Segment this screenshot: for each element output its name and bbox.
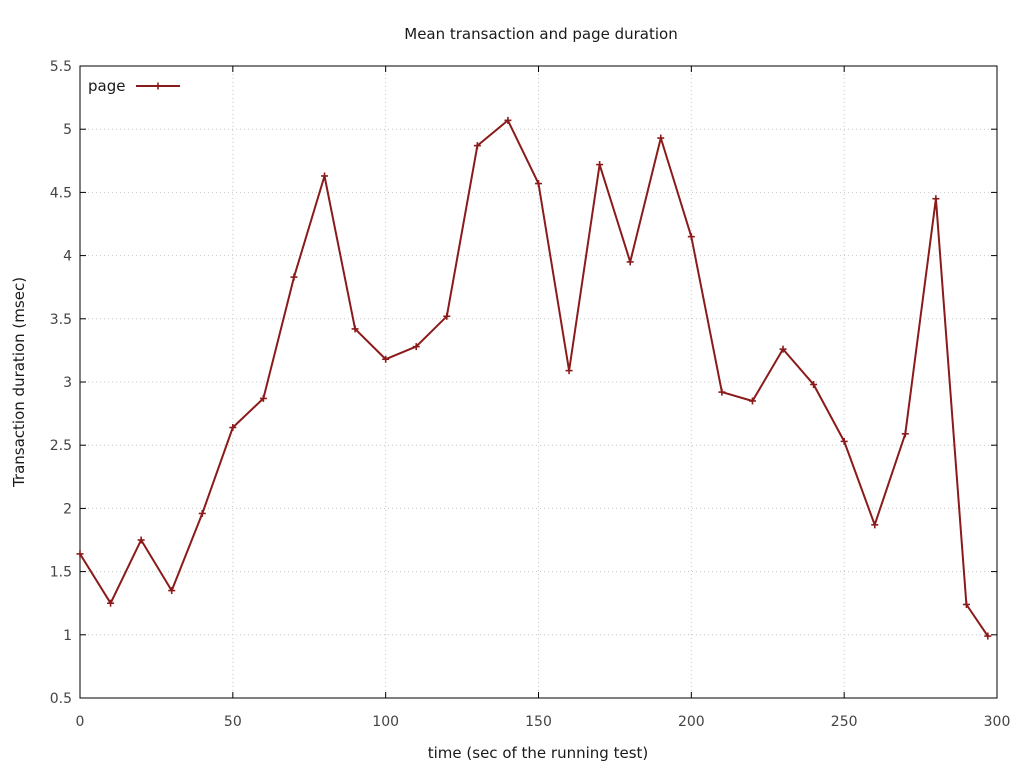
x-axis-label: time (sec of the running test) <box>428 744 649 762</box>
y-axis-ticks: 0.5 1 1.5 2 2.5 3 3.5 4 4.5 5 5.5 <box>50 59 997 707</box>
grid-lines <box>80 66 997 698</box>
x-tick-label: 100 <box>372 714 399 730</box>
data-point <box>321 172 329 180</box>
data-point <box>626 258 634 266</box>
data-point <box>535 180 542 188</box>
data-point <box>748 397 756 405</box>
series-layer <box>76 116 992 640</box>
x-tick-label: 0 <box>76 714 85 730</box>
data-point <box>137 536 145 544</box>
data-point <box>382 355 390 363</box>
data-point <box>779 345 787 353</box>
data-point <box>504 116 512 124</box>
data-point <box>443 312 451 320</box>
data-point <box>901 430 909 438</box>
chart-title: Mean transaction and page duration <box>404 25 677 43</box>
data-point <box>962 600 970 608</box>
data-point <box>718 388 726 396</box>
data-point <box>198 509 206 517</box>
data-point <box>351 325 359 333</box>
data-point <box>932 195 940 203</box>
data-point <box>687 233 695 241</box>
y-tick-label: 4 <box>63 249 72 265</box>
data-point <box>229 424 237 432</box>
data-point <box>259 394 267 402</box>
data-point <box>290 273 298 281</box>
data-point <box>107 599 115 607</box>
x-tick-label: 50 <box>224 714 242 730</box>
data-point <box>565 367 573 375</box>
data-point <box>810 381 818 389</box>
x-tick-label: 300 <box>984 714 1011 730</box>
y-tick-label: 1.5 <box>50 565 72 581</box>
x-tick-label: 200 <box>678 714 705 730</box>
y-tick-label: 3.5 <box>50 312 72 328</box>
data-point <box>871 521 879 529</box>
legend-marker-page <box>154 82 162 90</box>
legend: page <box>88 77 180 95</box>
y-axis-label: Transaction duration (msec) <box>10 277 28 488</box>
y-tick-label: 5.5 <box>50 59 72 75</box>
y-tick-label: 2 <box>63 501 72 517</box>
x-tick-label: 150 <box>525 714 552 730</box>
data-point <box>76 550 84 558</box>
data-point <box>840 437 848 445</box>
y-tick-label: 2.5 <box>50 438 72 454</box>
y-tick-label: 0.5 <box>50 691 72 707</box>
data-point <box>168 587 176 595</box>
x-tick-label: 250 <box>831 714 858 730</box>
y-tick-label: 5 <box>63 122 72 138</box>
data-point <box>412 343 420 351</box>
data-point <box>473 142 481 150</box>
legend-label-page: page <box>88 77 125 95</box>
data-point <box>596 161 604 169</box>
y-tick-label: 1 <box>63 628 72 644</box>
series-line-page <box>79 119 989 637</box>
y-tick-label: 4.5 <box>50 185 72 201</box>
data-point <box>657 134 665 142</box>
y-tick-label: 3 <box>63 375 72 391</box>
x-axis-ticks: 0 50 100 150 200 250 300 <box>76 66 1011 730</box>
data-point <box>984 632 992 640</box>
